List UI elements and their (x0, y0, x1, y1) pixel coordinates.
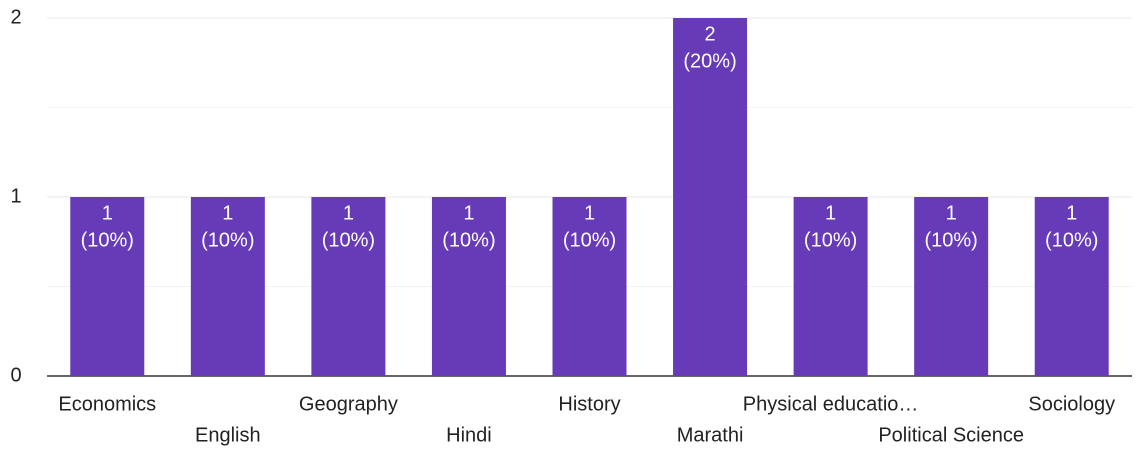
x-tick-label: History (558, 393, 620, 415)
y-tick-label: 2 (10, 6, 21, 28)
value-label: 1 (584, 202, 595, 224)
x-tick-label: English (195, 424, 261, 446)
x-tick-label: Geography (299, 393, 398, 415)
value-label: 1 (825, 202, 836, 224)
bar (673, 18, 748, 376)
x-tick-label: Physical educatio… (743, 393, 919, 415)
x-tick-label: Sociology (1028, 393, 1115, 415)
bar (311, 197, 386, 376)
bar (70, 197, 145, 376)
bar (793, 197, 868, 376)
y-tick-label: 0 (10, 364, 21, 386)
value-label: 1 (222, 202, 233, 224)
x-tick-label: Marathi (677, 424, 744, 446)
bar (1034, 197, 1109, 376)
value-label: (10%) (1045, 229, 1098, 251)
value-label: 2 (704, 23, 715, 45)
x-tick-label: Political Science (878, 424, 1024, 446)
value-label: (10%) (442, 229, 495, 251)
value-label: 1 (343, 202, 354, 224)
value-label: (10%) (81, 229, 134, 251)
bar (431, 197, 506, 376)
x-tick-label: Economics (58, 393, 156, 415)
value-label: (10%) (924, 229, 977, 251)
value-label: 1 (1066, 202, 1077, 224)
value-label: (10%) (201, 229, 254, 251)
value-label: 1 (946, 202, 957, 224)
bar (552, 197, 627, 376)
bar (914, 197, 989, 376)
value-label: (10%) (563, 229, 616, 251)
value-label: (10%) (804, 229, 857, 251)
value-label: (10%) (322, 229, 375, 251)
value-label: (20%) (683, 50, 736, 72)
y-tick-label: 1 (10, 185, 21, 207)
value-label: 1 (463, 202, 474, 224)
x-tick-label: Hindi (446, 424, 492, 446)
value-label: 1 (102, 202, 113, 224)
bar (190, 197, 265, 376)
